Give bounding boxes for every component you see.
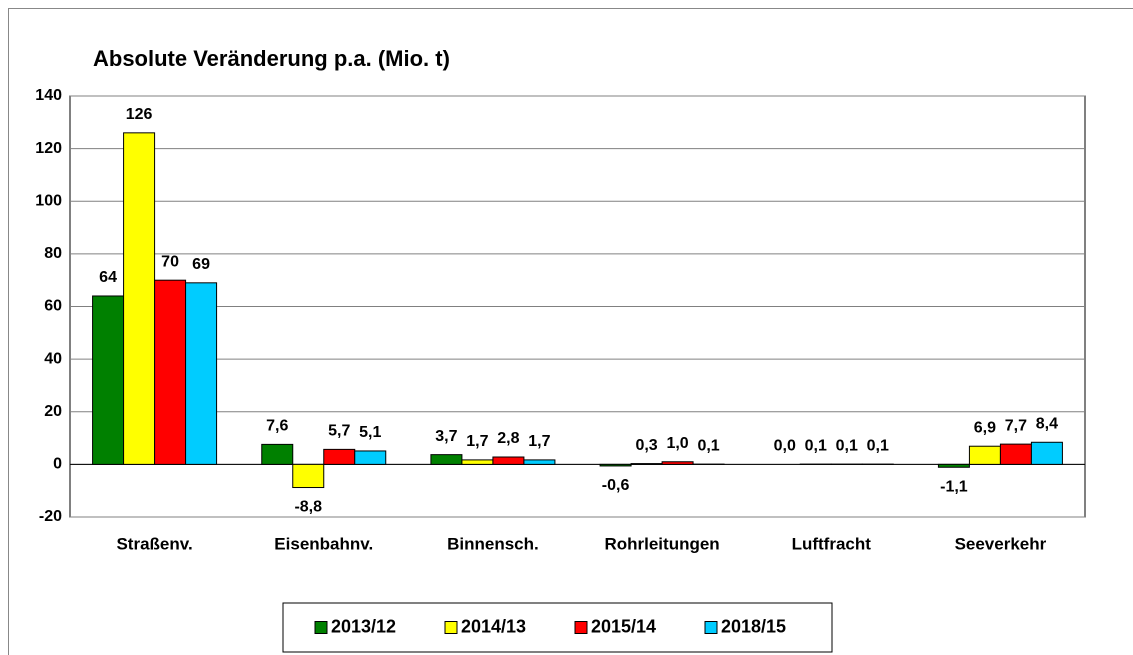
bar xyxy=(661,461,694,465)
value-label: 0,1 xyxy=(805,437,827,454)
legend-swatch xyxy=(704,621,718,634)
bar xyxy=(261,443,294,465)
x-tick-label: Rohrleitungen xyxy=(604,534,719,553)
value-label: 0,1 xyxy=(867,437,889,454)
bar xyxy=(599,463,632,467)
bar xyxy=(92,295,125,465)
value-label: 8,4 xyxy=(1036,415,1058,432)
x-tick-label: Luftfracht xyxy=(792,534,872,553)
legend-swatch xyxy=(574,621,588,634)
x-tick-label: Binnensch. xyxy=(447,534,539,553)
y-tick-label: -20 xyxy=(39,508,62,525)
value-label: 126 xyxy=(126,106,153,123)
legend-swatch xyxy=(314,621,328,634)
bar xyxy=(123,132,156,465)
legend-swatch xyxy=(444,621,458,634)
y-tick-label: 40 xyxy=(44,350,62,367)
value-label: 1,7 xyxy=(528,433,550,450)
bar xyxy=(937,463,970,468)
value-label: -8,8 xyxy=(294,499,322,516)
y-tick-label: 0 xyxy=(53,456,62,473)
legend-label: 2018/15 xyxy=(721,616,786,636)
value-label: 1,0 xyxy=(666,435,688,452)
value-label: 7,6 xyxy=(266,418,288,435)
y-tick-label: 20 xyxy=(44,403,62,420)
x-tick-label: Eisenbahnv. xyxy=(274,534,373,553)
bar xyxy=(354,450,387,465)
bar xyxy=(492,456,525,465)
value-label: 69 xyxy=(192,256,210,273)
bar xyxy=(999,443,1032,465)
y-tick-label: 140 xyxy=(35,87,62,104)
bar xyxy=(630,463,663,465)
legend-label: 2014/13 xyxy=(461,616,526,636)
value-label: 0,1 xyxy=(697,437,719,454)
value-label: 2,8 xyxy=(497,430,519,447)
y-tick-label: 80 xyxy=(44,245,62,262)
y-tick-label: 100 xyxy=(35,192,62,209)
value-label: 3,7 xyxy=(435,428,457,445)
bar xyxy=(185,282,218,465)
value-label: 5,1 xyxy=(359,424,381,441)
value-label: 6,9 xyxy=(974,419,996,436)
value-label: 0,0 xyxy=(774,438,796,455)
bar xyxy=(461,459,494,465)
value-label: -1,1 xyxy=(940,478,968,495)
value-label: 7,7 xyxy=(1005,417,1027,434)
value-label: 70 xyxy=(161,253,179,270)
bar xyxy=(523,459,556,465)
bar xyxy=(430,454,463,465)
value-label: -0,6 xyxy=(602,477,630,494)
x-tick-label: Seeverkehr xyxy=(955,534,1047,553)
value-label: 64 xyxy=(99,269,117,286)
value-label: 0,3 xyxy=(635,437,657,454)
chart-title: Absolute Veränderung p.a. (Mio. t) xyxy=(93,46,450,71)
legend-box xyxy=(282,602,833,653)
bar xyxy=(1030,441,1063,465)
value-label: 5,7 xyxy=(328,423,350,440)
value-label: 1,7 xyxy=(466,433,488,450)
legend-label: 2015/14 xyxy=(591,616,656,636)
bar xyxy=(968,445,1001,465)
y-tick-label: 120 xyxy=(35,140,62,157)
bar xyxy=(154,279,187,465)
y-tick-label: 60 xyxy=(44,298,62,315)
bar xyxy=(292,463,325,489)
value-label: 0,1 xyxy=(836,437,858,454)
legend-label: 2013/12 xyxy=(331,616,396,636)
x-tick-label: Straßenv. xyxy=(116,534,192,553)
bar xyxy=(323,448,356,465)
